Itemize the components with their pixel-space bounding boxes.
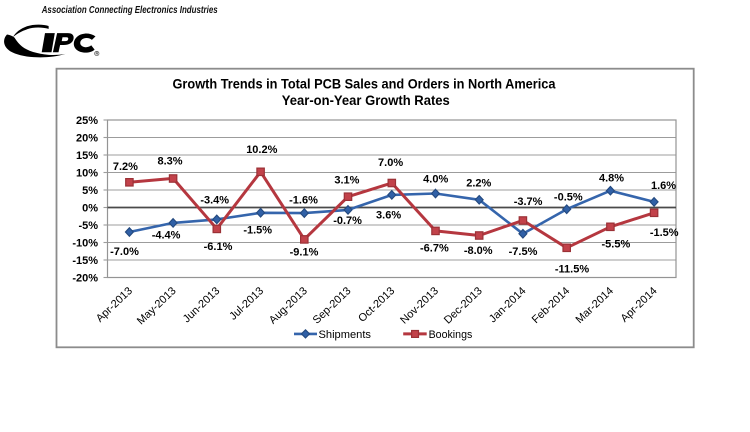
svg-text:-8.0%: -8.0% (464, 245, 493, 257)
svg-text:-5.5%: -5.5% (602, 239, 631, 251)
svg-text:-1.6%: -1.6% (289, 195, 318, 207)
svg-text:-3.4%: -3.4% (200, 195, 229, 207)
svg-text:5%: 5% (82, 185, 98, 197)
svg-text:Bookings: Bookings (429, 329, 473, 341)
svg-text:7.2%: 7.2% (113, 161, 138, 173)
svg-text:4.0%: 4.0% (423, 173, 448, 185)
svg-text:Association Connecting Electro: Association Connecting Electronics Indus… (41, 5, 218, 16)
svg-text:Year-on-Year Growth Rates: Year-on-Year Growth Rates (282, 93, 450, 108)
svg-text:-5%: -5% (78, 220, 98, 232)
svg-text:-10%: -10% (72, 237, 98, 249)
svg-text:20%: 20% (76, 132, 98, 144)
svg-text:-9.1%: -9.1% (290, 247, 319, 259)
svg-text:-6.7%: -6.7% (420, 243, 449, 255)
svg-text:-4.4%: -4.4% (152, 230, 181, 242)
svg-text:-7.0%: -7.0% (110, 246, 139, 258)
svg-text:2.2%: 2.2% (466, 178, 491, 190)
svg-text:-11.5%: -11.5% (555, 264, 589, 276)
svg-text:8.3%: 8.3% (157, 156, 182, 168)
svg-text:-1.5%: -1.5% (650, 227, 679, 239)
svg-text:0%: 0% (82, 202, 98, 214)
svg-text:-3.7%: -3.7% (514, 196, 543, 208)
svg-text:10.2%: 10.2% (246, 144, 277, 156)
svg-text:-6.1%: -6.1% (204, 241, 233, 253)
svg-text:-20%: -20% (72, 272, 98, 284)
svg-text:Shipments: Shipments (319, 329, 372, 341)
svg-text:Growth Trends in Total PCB Sal: Growth Trends in Total PCB Sales and Ord… (173, 77, 556, 92)
svg-text:-0.7%: -0.7% (333, 215, 362, 227)
svg-text:-1.5%: -1.5% (243, 224, 272, 236)
svg-text:-15%: -15% (72, 255, 98, 267)
svg-text:15%: 15% (76, 150, 98, 162)
svg-text:-7.5%: -7.5% (509, 246, 538, 258)
svg-text:-0.5%: -0.5% (554, 192, 583, 204)
svg-text:25%: 25% (76, 115, 98, 127)
svg-text:4.8%: 4.8% (599, 173, 624, 185)
svg-text:3.6%: 3.6% (376, 210, 401, 222)
svg-text:1.6%: 1.6% (651, 180, 676, 192)
svg-text:10%: 10% (76, 167, 98, 179)
svg-text:3.1%: 3.1% (334, 175, 359, 187)
svg-text:7.0%: 7.0% (378, 157, 403, 169)
